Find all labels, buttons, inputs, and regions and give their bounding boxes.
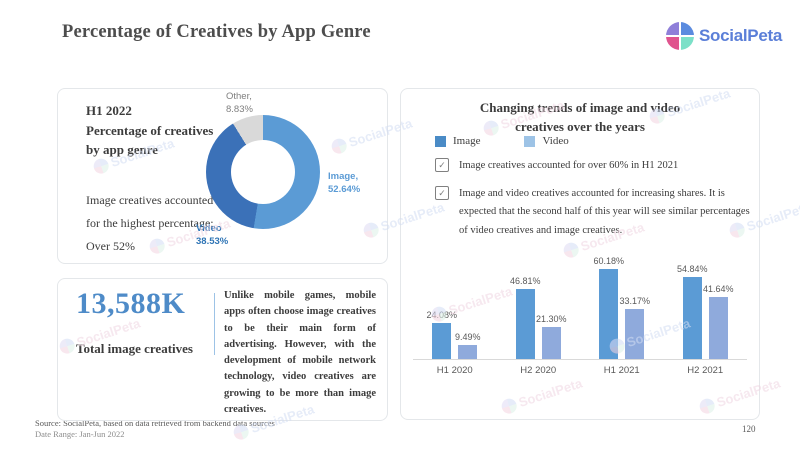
x-axis-line <box>413 359 747 360</box>
footer-date-range: Date Range: Jan-Jun 2022 <box>35 429 125 439</box>
bar-image <box>682 276 702 359</box>
donut-heading-line: Percentage of creatives <box>86 122 214 138</box>
bar-video <box>541 327 561 359</box>
checkbox-icon[interactable]: ✓ <box>435 186 449 200</box>
bar-plot-area: 24.08% 9.49% 46.81% 21.30% 60.18% 33.17% 54.84… <box>413 247 747 359</box>
page-number: 120 <box>742 424 756 434</box>
donut-hole <box>231 140 295 204</box>
socialpeta-logo-icon <box>666 22 694 50</box>
bar-value-label: 41.64% <box>702 283 734 294</box>
bar-value-label: 46.81% <box>509 275 541 286</box>
donut-heading-line: by app genre <box>86 142 158 157</box>
donut-label-video: Video 38.53% <box>196 223 229 247</box>
socialpeta-logo-text: SocialPeta <box>699 26 782 45</box>
page-title: Percentage of Creatives by App Genre <box>62 22 371 42</box>
bar-column: 24.08% <box>426 310 457 359</box>
legend-label: Image <box>453 135 481 147</box>
bar-value-label: 9.49% <box>454 331 481 342</box>
donut-heading-line: H1 2022 <box>86 103 132 118</box>
donut-label-image: Image, 52.64% <box>328 171 361 195</box>
socialpeta-logo: SocialPeta <box>666 22 782 50</box>
bar-image <box>432 322 452 359</box>
bar-value-label: 33.17% <box>619 296 651 307</box>
bullet-row: ✓ Image and video creatives accounted fo… <box>435 185 755 240</box>
bar-value-label: 24.08% <box>426 309 458 320</box>
trends-title: Changing trends of image and video creat… <box>479 100 681 134</box>
category-label: H1 2020 <box>436 365 473 376</box>
bar-column: 41.64% <box>703 284 734 359</box>
bar-value-label: 60.18% <box>593 255 625 266</box>
stat-description: Unlike mobile games, mobile apps often c… <box>224 290 376 415</box>
legend-item-image: Image <box>435 135 480 147</box>
bar-group-h1-2020: 24.08% 9.49% <box>413 310 497 359</box>
bar-column: 21.30% <box>536 314 567 359</box>
category-label: H1 2021 <box>603 365 640 376</box>
chart-legend: Image Video <box>435 135 569 147</box>
category-label: H2 2021 <box>687 365 724 376</box>
bar-group-h2-2020: 46.81% 21.30% <box>497 276 581 359</box>
bar-column: 46.81% <box>510 276 541 359</box>
checkbox-icon[interactable]: ✓ <box>435 158 449 172</box>
bar-column: 54.84% <box>677 264 708 359</box>
bar-video <box>625 309 645 359</box>
bar-group-h2-2021: 54.84% 41.64% <box>664 264 748 359</box>
bar-value-label: 21.30% <box>535 314 567 325</box>
bar-chart: 24.08% 9.49% 46.81% 21.30% 60.18% 33.17% 54.84… <box>413 247 747 376</box>
bar-column: 33.17% <box>619 296 650 359</box>
bar-video <box>708 296 728 359</box>
stat-card: 13,588K Total image creatives Unlike mob… <box>57 278 388 421</box>
bar-group-h1-2021: 60.18% 33.17% <box>580 256 664 359</box>
donut-chart <box>206 115 320 229</box>
bullet-text: Image and video creatives accounted for … <box>459 188 750 236</box>
legend-swatch-video <box>524 135 536 147</box>
category-label: H2 2020 <box>520 365 557 376</box>
donut-label-other: Other, 8.83% <box>226 91 253 115</box>
bullet-text: Image creatives accounted for over 60% i… <box>459 160 679 171</box>
trends-card: Changing trends of image and video creat… <box>400 88 760 420</box>
footer-source: Source: SocialPeta, based on data retrie… <box>35 418 275 428</box>
stat-label: Total image creatives <box>76 341 193 356</box>
bar-image <box>515 288 535 359</box>
bar-video <box>458 344 478 359</box>
donut-note-line: Image creatives accounted <box>86 193 214 207</box>
donut-card: H1 2022 Percentage of creatives by app g… <box>57 88 388 264</box>
donut-card-heading: H1 2022 Percentage of creatives by app g… <box>86 101 213 160</box>
bar-image <box>599 268 619 359</box>
legend-item-video: Video <box>524 135 569 147</box>
bullet-row: ✓ Image creatives accounted for over 60%… <box>435 157 755 175</box>
donut-card-note: Image creatives accounted for the highes… <box>86 189 214 257</box>
donut-note-line: for the highest percentage: <box>86 215 214 230</box>
category-axis: H1 2020 H2 2020 H1 2021 H2 2021 <box>413 365 747 376</box>
bar-column: 9.49% <box>455 332 481 359</box>
legend-swatch-image <box>435 135 446 147</box>
stat-value: 13,588K <box>76 287 186 320</box>
bar-value-label: 54.84% <box>676 263 708 274</box>
legend-label: Video <box>542 135 569 147</box>
donut-note-line: Over 52% <box>86 238 135 253</box>
bar-column: 60.18% <box>593 256 624 359</box>
stat-divider <box>214 293 215 355</box>
